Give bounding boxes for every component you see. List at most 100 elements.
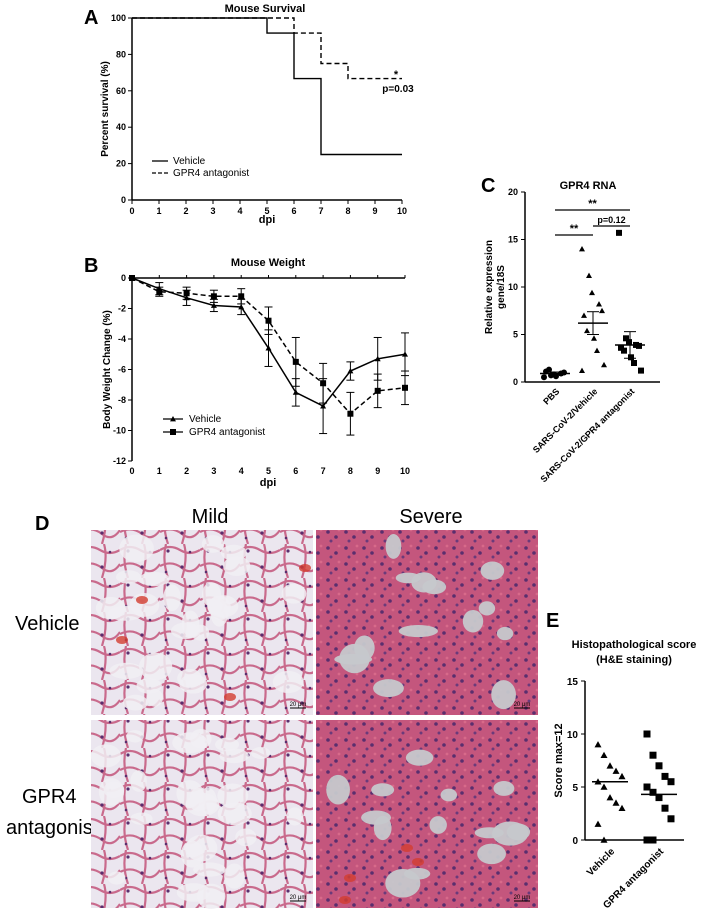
row-label-gpr4-line2: antagonist (6, 817, 99, 839)
data-point (210, 293, 217, 300)
data-point (612, 799, 620, 806)
alveolar-space (90, 744, 121, 768)
alveolar-space (179, 674, 208, 694)
blood-spot (224, 693, 236, 701)
data-point (649, 751, 657, 759)
panel-label-e: E (546, 610, 559, 632)
alveolar-space (130, 812, 153, 825)
air-space (506, 823, 531, 841)
panel-label-d: D (35, 513, 49, 535)
alveolar-space (272, 670, 304, 694)
x-category-label: PBS (541, 386, 561, 406)
x-tick-label: 0 (129, 206, 134, 216)
data-point (655, 794, 663, 802)
x-tick-label: 10 (400, 466, 410, 476)
data-point (546, 366, 552, 373)
histopathology-score-chart: 0 5 10 15 Histopathological score (H&E staini… (553, 639, 696, 911)
data-point (320, 403, 327, 409)
alveolar-space (286, 807, 304, 826)
alveolar-space (98, 778, 125, 806)
blood-spot (299, 564, 311, 572)
data-point (183, 290, 190, 297)
panel-label-a: A (84, 7, 98, 29)
air-space (474, 827, 504, 839)
data-point (347, 410, 354, 417)
alveolar-space (172, 732, 208, 754)
x-tick-label: 9 (375, 466, 380, 476)
air-space (477, 843, 506, 865)
alveolar-space (139, 652, 173, 681)
significance-label: p=0.12 (597, 215, 625, 225)
data-point (581, 312, 587, 318)
legend-marker (170, 416, 176, 422)
air-space (478, 601, 496, 616)
survival-line-gpr4 (132, 17, 402, 80)
data-point (600, 783, 608, 790)
alveolar-space (115, 570, 141, 584)
data-point (374, 387, 381, 394)
air-space (326, 774, 350, 805)
alveolar-space (163, 584, 181, 612)
y-tick-label: 0 (513, 377, 518, 387)
legend-marker (170, 429, 176, 435)
y-tick-label: 0 (572, 836, 578, 847)
chart-title: GPR4 RNA (560, 180, 617, 192)
air-space (493, 781, 515, 796)
x-tick-label: 7 (321, 466, 326, 476)
x-tick-label: 0 (129, 466, 134, 476)
data-point (631, 360, 637, 366)
data-point (623, 335, 629, 342)
data-point (667, 778, 675, 786)
significance-label: ** (588, 198, 597, 210)
alveolar-space (185, 834, 218, 862)
data-point (601, 361, 607, 368)
y-tick-label: 5 (572, 783, 578, 794)
alveolar-space (122, 694, 148, 711)
air-space (422, 579, 447, 595)
data-point (643, 730, 651, 738)
scale-bar-label-3: 20 μm (290, 895, 307, 901)
chart-title: Mouse Weight (231, 257, 306, 269)
y-axis-label: Percent survival (%) (100, 61, 111, 157)
alveolar-space (224, 863, 245, 889)
blood-spot (344, 874, 356, 882)
blood-spot (401, 844, 413, 852)
y-tick-label: 15 (508, 235, 518, 245)
air-space (373, 679, 404, 698)
data-point (374, 355, 381, 362)
x-category-label: Vehicle (585, 846, 617, 878)
y-tick-label: -10 (113, 426, 126, 436)
y-axis-label-line2: gene/18S (496, 265, 507, 309)
panel-label-c: C (481, 175, 495, 197)
y-tick-label: 40 (116, 122, 126, 132)
data-point (594, 347, 600, 354)
data-point (402, 351, 408, 357)
data-point (661, 772, 669, 780)
legend-label: Vehicle (173, 156, 206, 167)
air-space (385, 534, 402, 559)
weight-chart: 0 1 2 3 4 5 6 7 8 9 10 0 -2 -4 -6 -8 -10 -12 Mouse Weight d… (102, 257, 410, 489)
blood-spot (339, 896, 351, 904)
data-point (579, 367, 585, 373)
data-point (238, 293, 245, 300)
x-tick-label: 6 (291, 206, 296, 216)
alveolar-space (210, 598, 229, 627)
column-label-severe: Severe (399, 506, 462, 528)
y-axis-label-line1: Relative expression (484, 240, 495, 334)
alveolar-space (201, 535, 225, 553)
x-category-label: SARS-CoV-2/Vehicle (531, 386, 600, 455)
y-tick-label: -8 (118, 395, 126, 405)
air-space (398, 625, 438, 638)
air-space (440, 788, 458, 802)
row-label-vehicle: Vehicle (15, 613, 80, 635)
x-tick-label: 2 (183, 206, 188, 216)
y-tick-label: 0 (121, 273, 126, 283)
alveolar-space (223, 556, 251, 576)
x-tick-label: 4 (237, 206, 242, 216)
x-tick-label: 5 (266, 466, 271, 476)
x-tick-label: 1 (157, 466, 162, 476)
data-point (596, 301, 602, 307)
scale-bar-label-2: 20 μm (514, 702, 531, 708)
data-point (649, 788, 657, 796)
